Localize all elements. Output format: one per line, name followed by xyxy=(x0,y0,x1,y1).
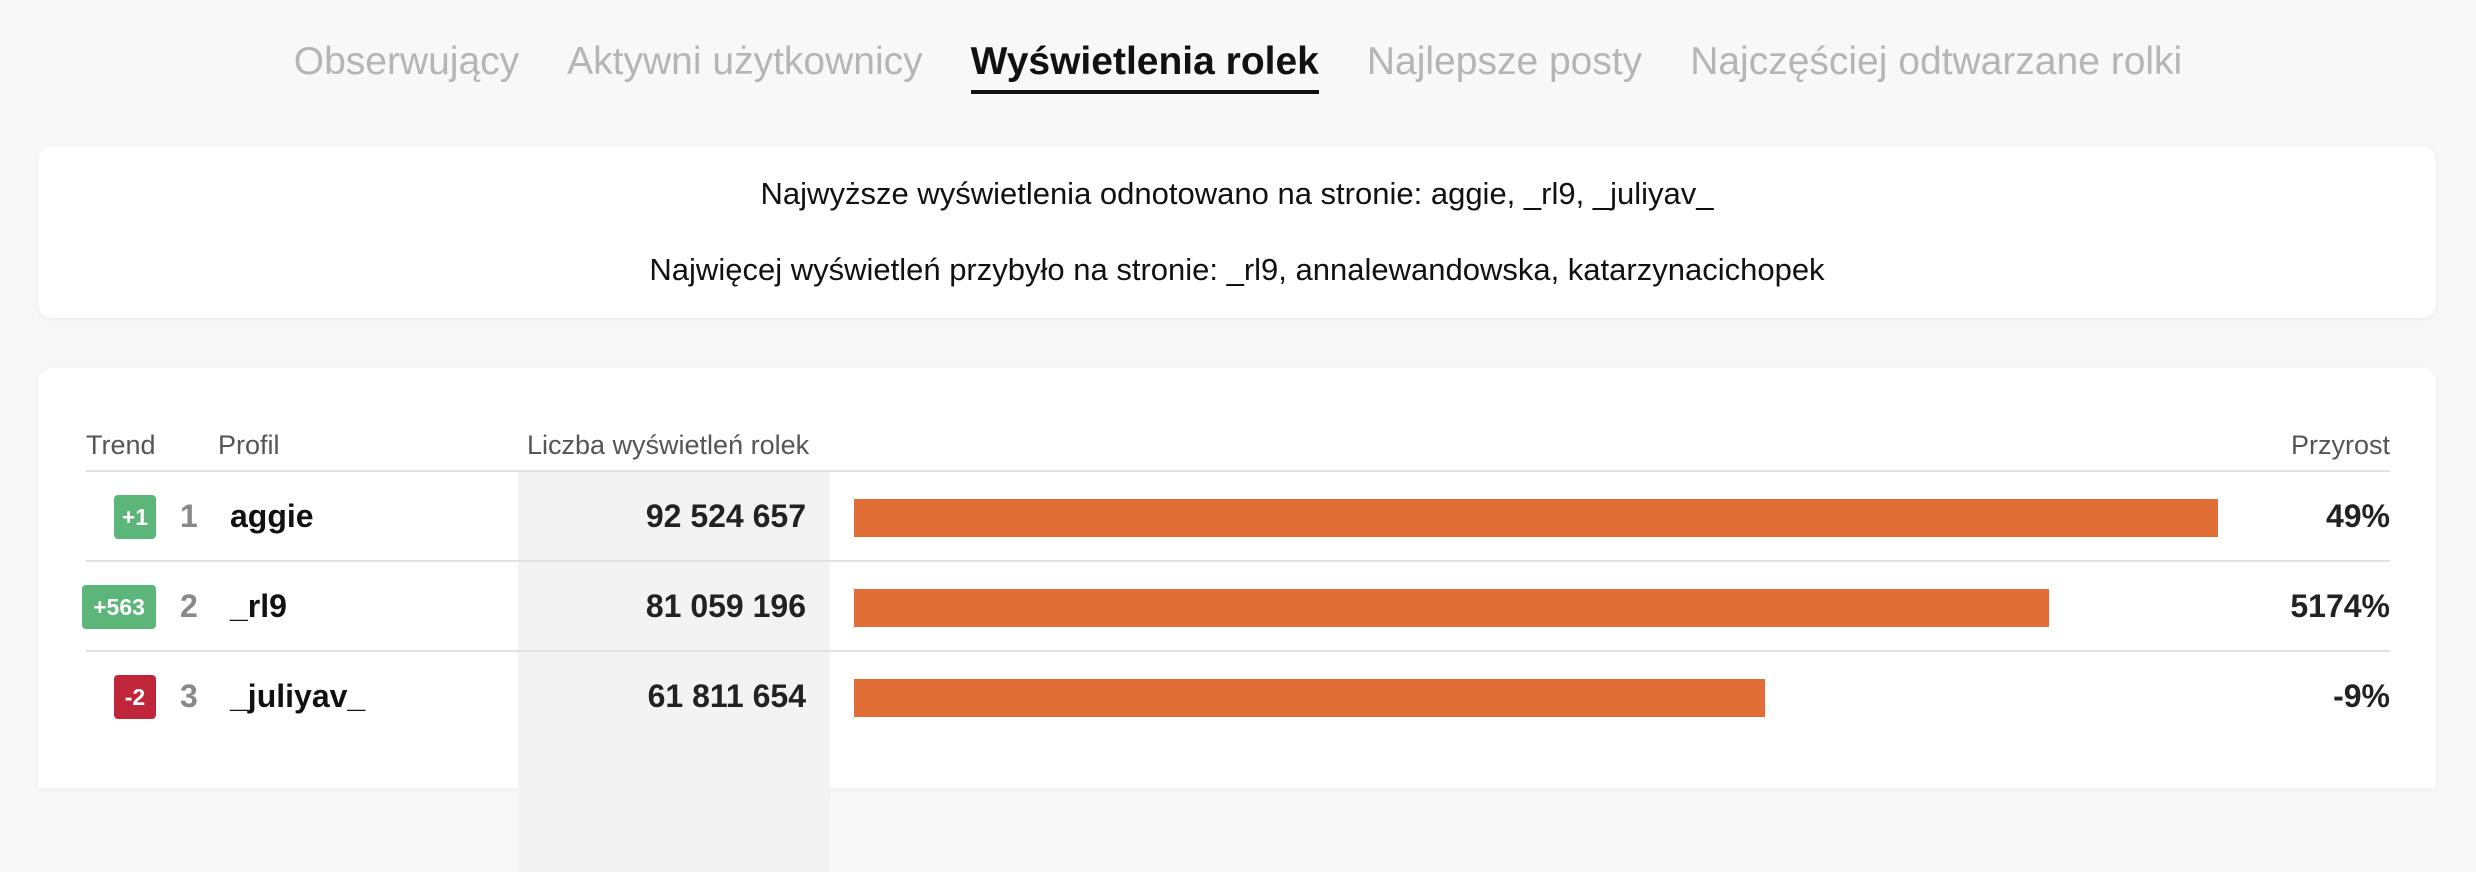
growth-value: -9% xyxy=(2333,678,2390,714)
trend-badge: +1 xyxy=(114,495,156,539)
tab-top-posts[interactable]: Najlepsze posty xyxy=(1366,40,1643,83)
header-views: Liczba wyświetleń rolek xyxy=(527,430,810,460)
ranking-table: Trend Profil Liczba wyświetleń rolek Prz… xyxy=(38,368,2436,872)
trend-badge: +563 xyxy=(82,585,156,629)
header-trend: Trend xyxy=(86,430,156,460)
tab-bar: Obserwujący Aktywni użytkownicy Wyświetl… xyxy=(0,40,2476,94)
rank-number: 1 xyxy=(180,498,198,534)
rank-number: 2 xyxy=(180,588,198,624)
header-divider xyxy=(86,470,2390,472)
summary-top-growth: Najwięcej wyświetleń przybyło na stronie… xyxy=(649,252,1825,287)
summary-card: Najwyższe wyświetlenia odnotowano na str… xyxy=(38,146,2436,318)
rank-number: 3 xyxy=(180,678,198,714)
summary-top-views: Najwyższe wyświetlenia odnotowano na str… xyxy=(760,176,1714,211)
views-bar xyxy=(854,499,2218,537)
views-bar xyxy=(854,589,2049,627)
row-divider xyxy=(86,650,2390,652)
tab-followers[interactable]: Obserwujący xyxy=(293,40,520,83)
header-growth: Przyrost xyxy=(2290,430,2390,460)
table-row[interactable]: +563 2 _rl9 81 059 196 5174% xyxy=(38,562,2436,652)
table-row[interactable]: -2 3 _juliyav_ 61 811 654 -9% xyxy=(38,652,2436,742)
views-count: 92 524 657 xyxy=(645,498,806,534)
views-bar xyxy=(854,679,1765,717)
views-count: 61 811 654 xyxy=(647,678,806,714)
tab-active-users[interactable]: Aktywni użytkownicy xyxy=(567,40,923,83)
header-profile: Profil xyxy=(218,430,280,460)
row-divider xyxy=(86,560,2390,562)
profile-name[interactable]: _rl9 xyxy=(230,588,287,624)
tab-most-played-reels[interactable]: Najczęściej odtwarzane rolki xyxy=(1690,40,2183,83)
profile-name[interactable]: _juliyav_ xyxy=(230,678,366,714)
tab-reel-views[interactable]: Wyświetlenia rolek xyxy=(970,40,1319,94)
trend-badge: -2 xyxy=(114,675,156,719)
growth-value: 49% xyxy=(2325,498,2390,534)
profile-name[interactable]: aggie xyxy=(230,498,314,534)
table-row[interactable]: +1 1 aggie 92 524 657 49% xyxy=(38,472,2436,562)
views-count: 81 059 196 xyxy=(645,588,806,624)
growth-value: 5174% xyxy=(2290,588,2390,624)
